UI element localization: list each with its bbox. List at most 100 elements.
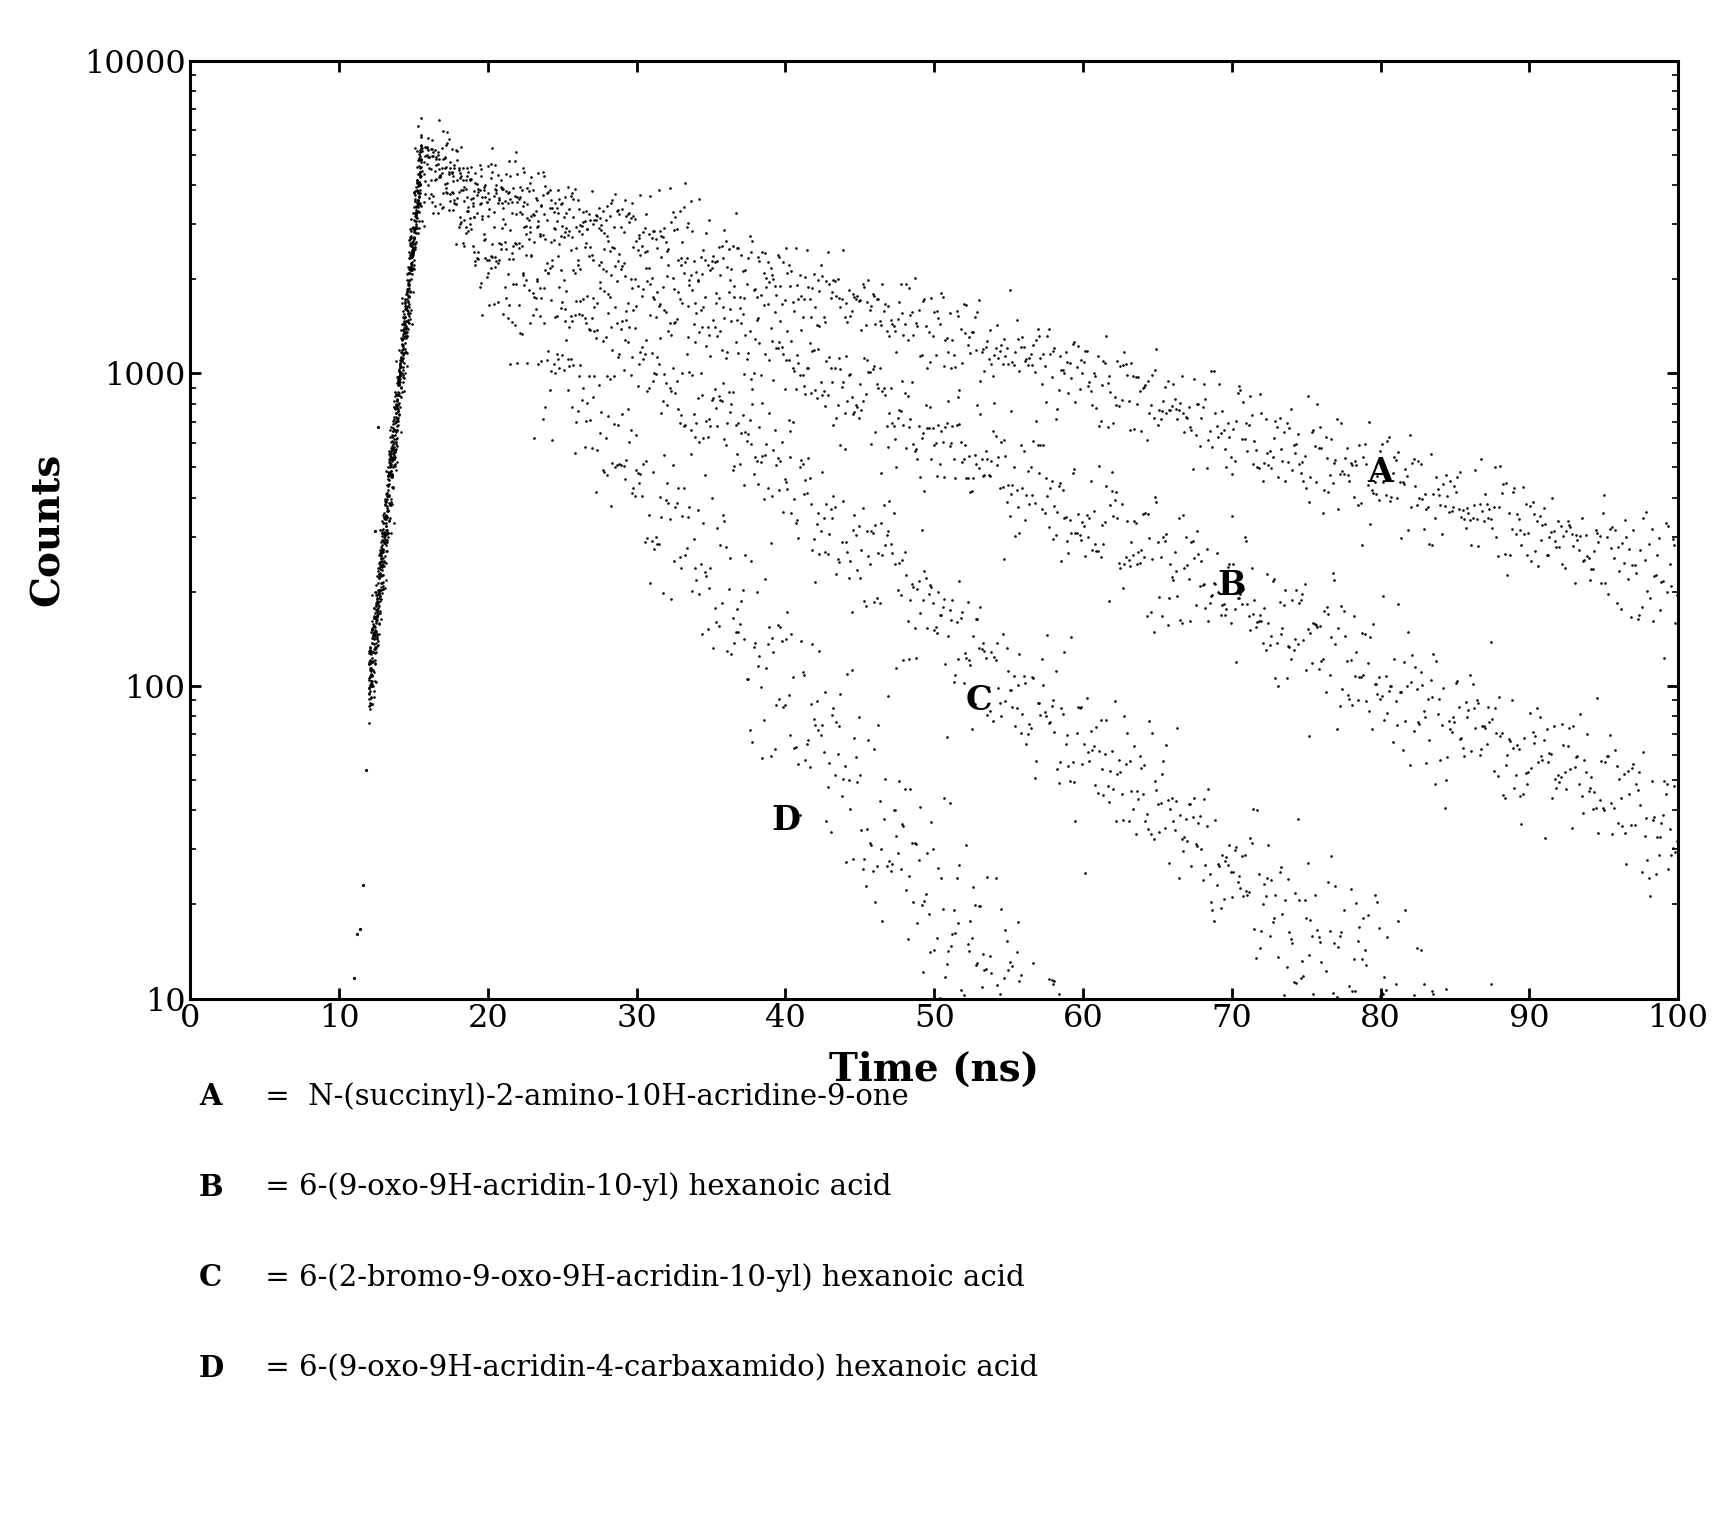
- Point: [1080, 360, 1107, 384]
- Point: [946, 853, 974, 878]
- Point: [476, 248, 503, 272]
- Point: [1327, 410, 1355, 434]
- Point: [836, 797, 863, 822]
- Point: [1368, 684, 1396, 708]
- Point: [407, 191, 434, 215]
- Point: [1303, 918, 1330, 943]
- Point: [612, 448, 640, 472]
- Point: [458, 194, 486, 218]
- Point: [735, 409, 763, 433]
- Point: [405, 195, 432, 219]
- Point: [370, 505, 398, 530]
- Point: [391, 289, 419, 313]
- Point: [727, 451, 754, 475]
- Point: [806, 638, 834, 663]
- Point: [1026, 346, 1054, 371]
- Point: [458, 191, 486, 215]
- Point: [355, 711, 382, 735]
- Point: [689, 383, 716, 407]
- Point: [1045, 378, 1073, 402]
- Point: [564, 248, 592, 272]
- Point: [682, 555, 709, 579]
- Point: [540, 228, 567, 253]
- Point: [931, 328, 958, 353]
- Point: [365, 629, 393, 654]
- Point: [785, 752, 813, 776]
- Point: [1284, 422, 1311, 446]
- Point: [777, 445, 804, 469]
- Point: [1294, 852, 1322, 876]
- Point: [1273, 449, 1301, 474]
- Point: [799, 339, 827, 363]
- Point: [370, 549, 398, 573]
- Point: [638, 460, 666, 484]
- Point: [358, 691, 386, 716]
- Point: [813, 269, 841, 294]
- Point: [778, 501, 806, 525]
- Point: [936, 598, 964, 622]
- Text: A: A: [199, 1082, 221, 1111]
- Point: [730, 472, 758, 496]
- Point: [439, 182, 467, 206]
- Point: [368, 528, 396, 552]
- Point: [818, 702, 846, 726]
- Point: [393, 297, 420, 321]
- Point: [872, 319, 900, 343]
- Point: [1092, 741, 1119, 766]
- Point: [450, 168, 477, 192]
- Point: [477, 166, 505, 191]
- Point: [1379, 729, 1406, 753]
- Point: [759, 266, 787, 290]
- Point: [1247, 401, 1275, 425]
- Point: [1135, 369, 1163, 393]
- Point: [983, 452, 1010, 477]
- Point: [1469, 714, 1496, 738]
- Point: [400, 256, 427, 280]
- Point: [972, 439, 1000, 463]
- Point: [407, 148, 434, 172]
- Point: [384, 372, 412, 396]
- Point: [1540, 714, 1567, 738]
- Point: [766, 616, 794, 640]
- Point: [1657, 573, 1685, 598]
- Point: [977, 640, 1005, 664]
- Point: [567, 387, 595, 412]
- Point: [657, 210, 685, 235]
- Point: [479, 136, 507, 160]
- Point: [1043, 501, 1071, 525]
- Point: [388, 318, 415, 342]
- Point: [365, 622, 393, 646]
- Point: [1488, 481, 1515, 505]
- Point: [749, 445, 777, 469]
- Point: [474, 260, 502, 284]
- Point: [657, 322, 685, 346]
- Point: [382, 401, 410, 425]
- Point: [865, 713, 893, 737]
- Point: [1311, 425, 1339, 449]
- Point: [559, 309, 586, 333]
- Point: [375, 439, 403, 463]
- Point: [957, 909, 984, 934]
- Point: [393, 262, 420, 286]
- Point: [659, 200, 687, 224]
- Point: [1124, 787, 1152, 811]
- Point: [1105, 354, 1133, 378]
- Point: [1438, 720, 1465, 744]
- Point: [792, 381, 820, 405]
- Point: [356, 685, 384, 710]
- Point: [1230, 884, 1258, 908]
- Point: [495, 180, 522, 204]
- Point: [939, 670, 967, 694]
- Point: [1353, 688, 1381, 713]
- Point: [640, 219, 668, 244]
- Point: [1465, 492, 1493, 516]
- Point: [631, 241, 659, 265]
- Point: [550, 225, 578, 250]
- Point: [358, 608, 386, 632]
- Point: [1256, 439, 1284, 463]
- Point: [561, 440, 588, 464]
- Point: [1024, 691, 1052, 716]
- Point: [1251, 451, 1278, 475]
- Point: [811, 540, 839, 564]
- Point: [564, 399, 592, 424]
